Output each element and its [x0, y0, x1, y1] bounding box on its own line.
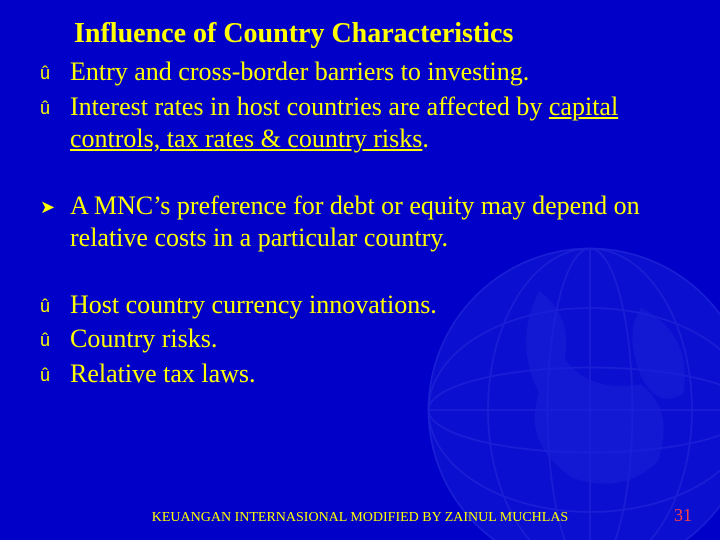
x-bullet-icon: û [40, 289, 70, 318]
x-bullet-icon: û [40, 323, 70, 352]
list-item: ➤ A MNC’s preference for debt or equity … [40, 190, 680, 255]
arrow-bullet-icon: ➤ [40, 190, 70, 219]
bullet-text-post: . [422, 124, 429, 153]
bullet-text: Country risks. [70, 323, 680, 356]
bullet-text-pre: Interest rates in host countries are aff… [70, 92, 549, 121]
bullet-text: Entry and cross-border barriers to inves… [70, 56, 680, 89]
bullet-text: A MNC’s preference for debt or equity ma… [70, 190, 680, 255]
list-item: û Relative tax laws. [40, 358, 680, 391]
bullet-text: Interest rates in host countries are aff… [70, 91, 680, 156]
list-item: û Entry and cross-border barriers to inv… [40, 56, 680, 89]
bullet-block-1: û Entry and cross-border barriers to inv… [40, 56, 680, 156]
x-bullet-icon: û [40, 56, 70, 85]
page-number: 31 [674, 505, 692, 526]
x-bullet-icon: û [40, 358, 70, 387]
list-item: û Host country currency innovations. [40, 289, 680, 322]
bullet-text: Relative tax laws. [70, 358, 680, 391]
footer-text: KEUANGAN INTERNASIONAL MODIFIED BY ZAINU… [0, 510, 720, 526]
x-bullet-icon: û [40, 91, 70, 120]
slide-title: Influence of Country Characteristics [74, 18, 680, 50]
bullet-block-3: û Host country currency innovations. û C… [40, 289, 680, 391]
list-item: û Country risks. [40, 323, 680, 356]
bullet-text: Host country currency innovations. [70, 289, 680, 322]
bullet-block-2: ➤ A MNC’s preference for debt or equity … [40, 190, 680, 255]
slide-content: Influence of Country Characteristics û E… [0, 0, 720, 390]
list-item: û Interest rates in host countries are a… [40, 91, 680, 156]
